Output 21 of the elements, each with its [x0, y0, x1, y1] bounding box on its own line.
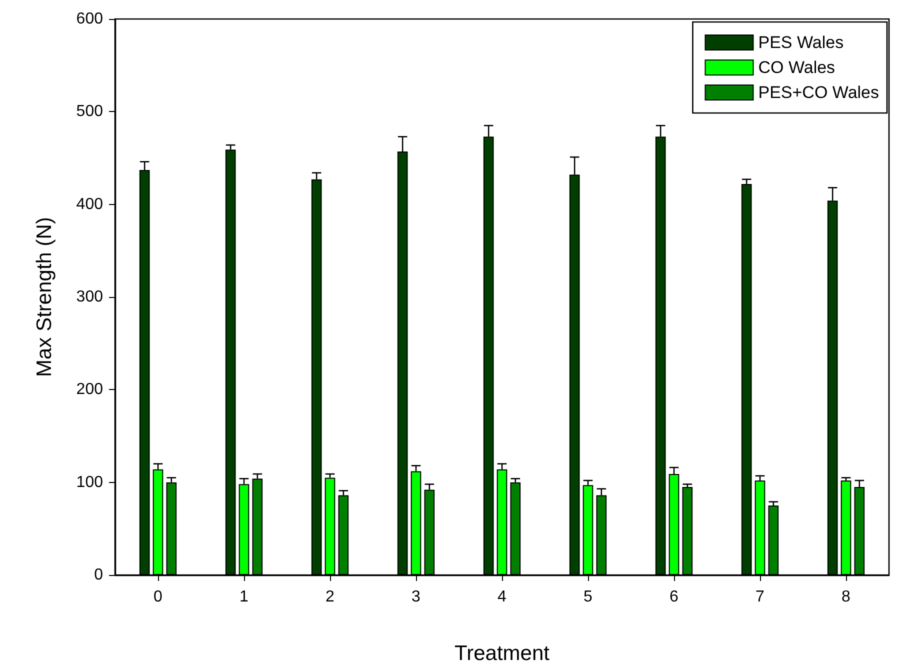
y-tick-label: 100 — [76, 474, 104, 491]
x-tick-label: 8 — [842, 588, 851, 606]
y-tick-label: 400 — [76, 196, 104, 213]
x-tick-label: 3 — [412, 588, 421, 606]
y-tick-label: 300 — [76, 288, 104, 306]
x-tick-label: 5 — [584, 588, 593, 606]
x-tick-label: 6 — [670, 588, 679, 606]
legend-label: CO Wales — [758, 58, 836, 77]
x-axis-title: Treatment — [454, 642, 550, 665]
x-tick-label: 2 — [326, 588, 335, 606]
x-tick-label: 1 — [240, 588, 249, 606]
x-tick-label: 7 — [756, 588, 765, 606]
x-tick-label: 4 — [498, 588, 507, 606]
y-axis-title: Max Strength (N) — [33, 217, 56, 377]
legend-label: PES Wales — [758, 33, 844, 52]
y-tick-label: 200 — [76, 381, 104, 398]
x-tick-label: 0 — [154, 588, 163, 606]
y-tick-label: 600 — [76, 10, 104, 28]
y-tick-label: 0 — [94, 566, 104, 584]
legend-label: PES+CO Wales — [758, 83, 880, 102]
y-tick-label: 500 — [76, 103, 104, 120]
